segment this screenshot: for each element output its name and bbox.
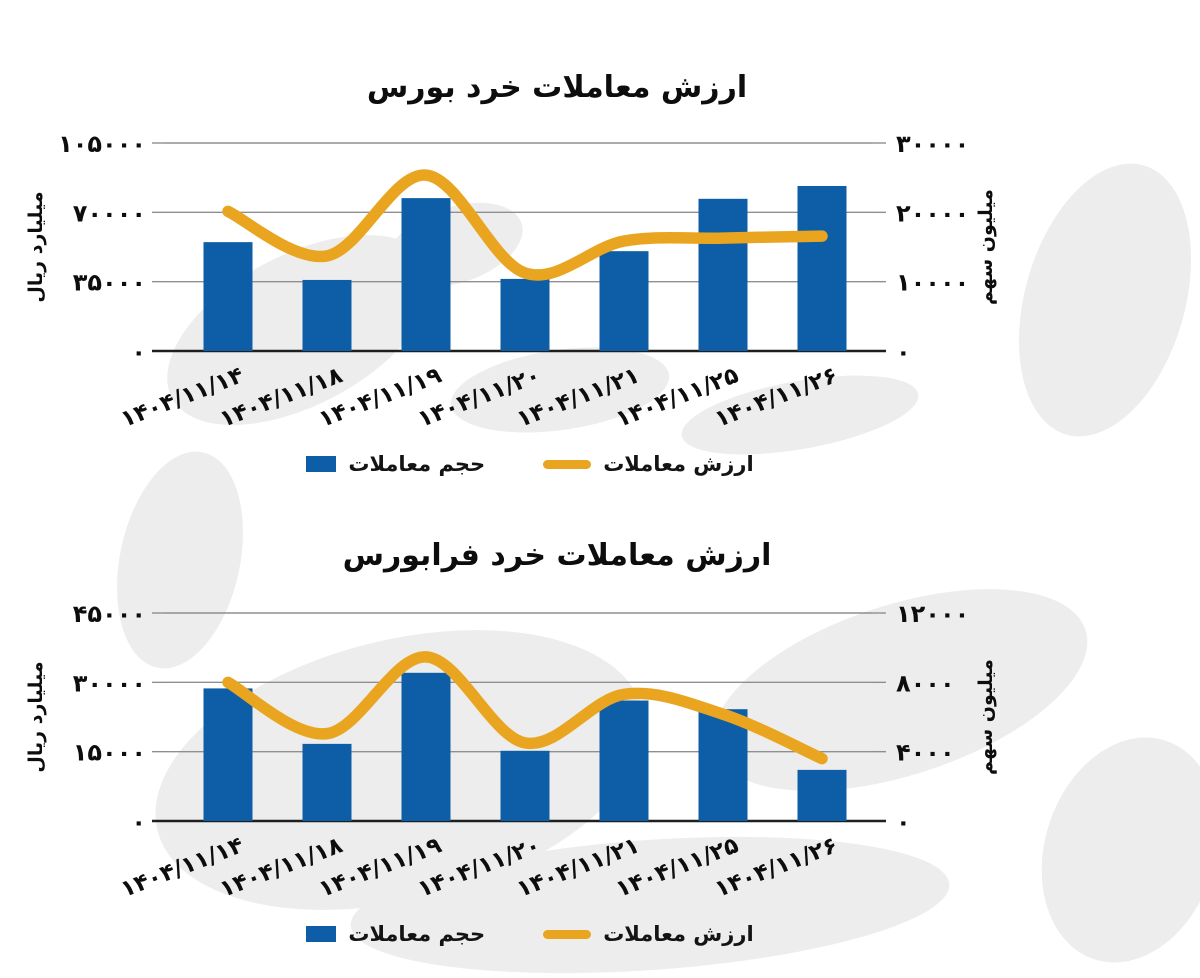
legend-label-value: ارزش معاملات [603, 922, 754, 946]
bar-3 [500, 278, 550, 351]
left-axis-tick-label: ۳۰۰۰۰ [73, 669, 146, 697]
legend-label-volume: حجم معاملات [348, 452, 486, 476]
bar-5 [698, 198, 748, 351]
left-axis-tick-label: ۳۵۰۰۰ [73, 269, 146, 297]
right-axis-tick-label: ۰ [896, 808, 911, 836]
bar-0 [203, 242, 253, 351]
bar-4 [599, 251, 649, 351]
chart-title-bourse: ارزش معاملات خرد بورس [366, 70, 748, 105]
right-axis-tick-label: ۱۲۰۰۰ [896, 600, 969, 628]
right-axis-tick-label: ۳۰۰۰۰ [896, 130, 969, 158]
right-axis-tick-label: ۴۰۰۰ [896, 739, 955, 767]
bar-0 [203, 688, 253, 821]
left-axis-tick-label: ۰ [131, 338, 146, 366]
line-series-swatch [543, 929, 592, 939]
right-axis-title: میلیون سهم [975, 189, 997, 305]
line-series-swatch [543, 459, 592, 469]
bar-3 [500, 750, 550, 821]
legend-farabourse: حجم معاملات ارزش معاملات [0, 922, 1060, 946]
bar-1 [302, 279, 352, 351]
right-axis-title: میلیون سهم [975, 659, 997, 775]
left-axis-title: میلیارد ریال [25, 661, 47, 772]
legend-label-volume: حجم معاملات [348, 922, 486, 946]
legend-item-volume: حجم معاملات [306, 452, 485, 476]
legend-item-volume: حجم معاملات [306, 922, 485, 946]
bar-6 [797, 769, 847, 821]
bar-2 [401, 672, 451, 821]
right-axis-tick-label: ۱۰۰۰۰ [896, 269, 969, 297]
bar-series-swatch [306, 926, 337, 942]
right-axis-tick-label: ۰ [896, 338, 911, 366]
legend-bourse: حجم معاملات ارزش معاملات [0, 452, 1060, 476]
bar-1 [302, 743, 352, 821]
bar-4 [599, 700, 649, 821]
left-axis-tick-label: ۰ [131, 808, 146, 836]
right-axis-tick-label: ۸۰۰۰ [896, 669, 955, 697]
legend-label-value: ارزش معاملات [603, 452, 754, 476]
bar-2 [401, 198, 451, 351]
bar-6 [797, 185, 847, 351]
left-axis-tick-label: ۱۰۵۰۰۰ [58, 130, 146, 158]
left-axis-title: میلیارد ریال [25, 191, 47, 302]
left-axis-tick-label: ۱۵۰۰۰ [73, 739, 146, 767]
chart-canvas-farabourse: ۴۵۰۰۰ ۱۲۰۰۰ ۳۰۰۰۰ ۸۰۰۰ ۱۵۰۰۰ ۴۰۰۰ ۰ ۰ میلیارد ری… [25, 600, 997, 903]
legend-item-value: ارزش معاملات [543, 452, 754, 476]
bar-series-swatch [306, 456, 337, 472]
line-series [222, 651, 828, 765]
bar-5 [698, 709, 748, 821]
right-axis-tick-label: ۲۰۰۰۰ [896, 199, 969, 227]
chart-title-farabourse: ارزش معاملات خرد فرابورس [342, 538, 772, 573]
legend-item-value: ارزش معاملات [543, 922, 754, 946]
line-series [222, 169, 828, 281]
left-axis-tick-label: ۴۵۰۰۰ [73, 600, 146, 628]
left-axis-tick-label: ۷۰۰۰۰ [73, 199, 146, 227]
chart-canvas-bourse: ۱۰۵۰۰۰ ۳۰۰۰۰ ۷۰۰۰۰ ۲۰۰۰۰ ۳۵۰۰۰ ۱۰۰۰۰ ۰ ۰ میلیارد… [25, 130, 997, 433]
